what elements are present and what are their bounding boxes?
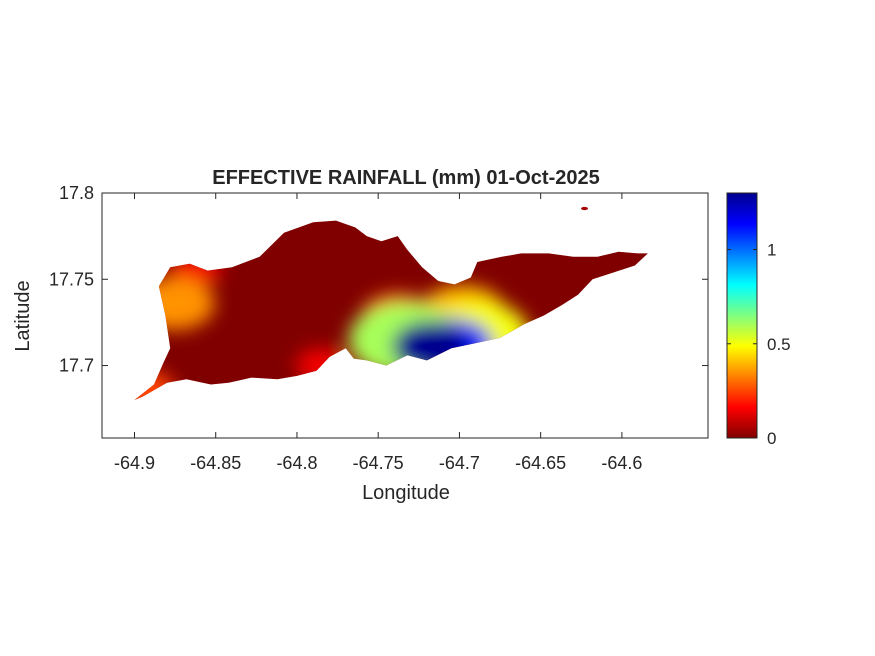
x-tick-label: -64.7: [439, 453, 480, 473]
colorbar-tick-label: 0.5: [767, 335, 791, 354]
map-title: EFFECTIVE RAINFALL (mm) 01-Oct-2025: [212, 167, 599, 189]
y-axis: 17.7 17.75 17.8: [49, 183, 708, 376]
colorbar-tick-label: 0: [767, 429, 776, 448]
map-area: [134, 206, 648, 400]
x-tick-label: -64.85: [190, 453, 241, 473]
islet: [581, 206, 588, 211]
y-axis-label: Latitude: [12, 280, 34, 351]
colorbar-tick-label: 1: [767, 241, 776, 260]
x-tick-label: -64.8: [276, 453, 317, 473]
colorbar: 00.51: [726, 192, 791, 448]
x-tick-label: -64.75: [353, 453, 404, 473]
rainfall-hotspot: [392, 321, 469, 372]
colorbar-gradient: [726, 192, 758, 439]
x-axis-label: Longitude: [362, 482, 450, 504]
axes-box: [101, 192, 709, 439]
x-tick-label: -64.9: [114, 453, 155, 473]
rainfall-hotspot: [295, 348, 347, 383]
x-tick-label: -64.6: [601, 453, 642, 473]
rainfall-hotspot: [135, 277, 215, 330]
y-tick-label: 17.75: [49, 269, 94, 289]
rainfall-hotspot: [134, 369, 176, 400]
y-tick-label: 17.7: [59, 356, 94, 376]
x-axis: -64.9 -64.85 -64.8 -64.75 -64.7 -64.65 -64.6: [114, 193, 642, 473]
y-tick-label: 17.8: [59, 183, 94, 203]
x-tick-label: -64.65: [515, 453, 566, 473]
colorbar-ticks: 00.51: [727, 241, 791, 448]
